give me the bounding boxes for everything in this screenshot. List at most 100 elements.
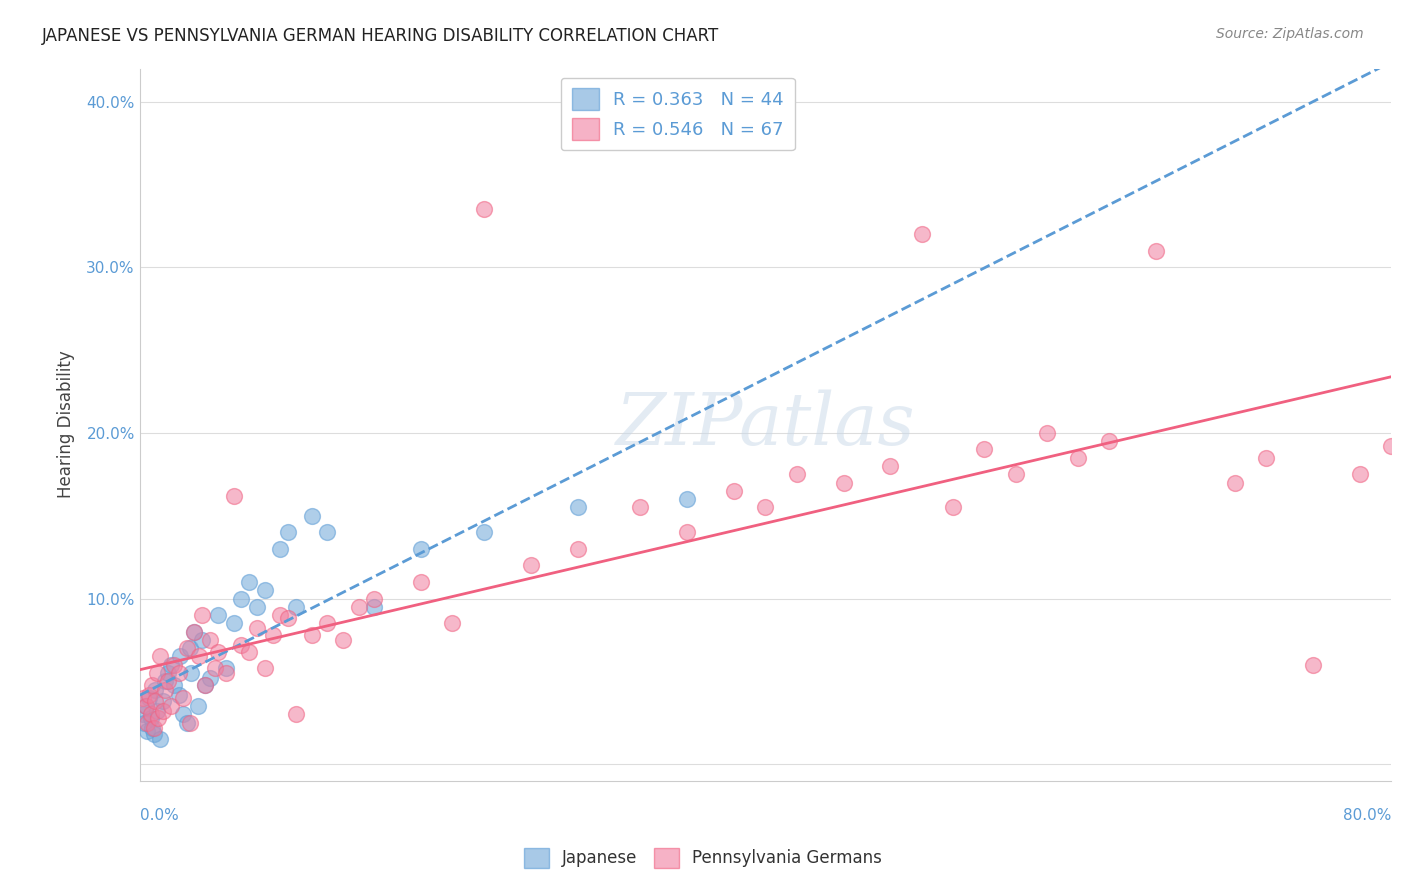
Y-axis label: Hearing Disability: Hearing Disability: [58, 351, 75, 499]
Point: [269, 541, 291, 556]
Point: [198, 632, 221, 647]
Point: [188, 649, 211, 664]
Point: [332, 632, 354, 647]
Point: [132, 690, 155, 705]
Point: [472, 525, 495, 540]
Point: [1254, 450, 1277, 465]
Point: [285, 599, 308, 614]
Point: [567, 541, 589, 556]
Point: [176, 715, 198, 730]
Point: [156, 666, 179, 681]
Point: [222, 489, 245, 503]
Point: [186, 699, 208, 714]
Point: [754, 500, 776, 515]
Point: [363, 599, 385, 614]
Point: [153, 682, 176, 697]
Point: [723, 483, 745, 498]
Point: [176, 641, 198, 656]
Point: [316, 525, 339, 540]
Point: [262, 628, 284, 642]
Point: [198, 671, 221, 685]
Point: [1036, 425, 1059, 440]
Point: [148, 711, 170, 725]
Point: [411, 574, 433, 589]
Point: [138, 688, 160, 702]
Point: [135, 699, 157, 714]
Point: [143, 694, 166, 708]
Point: [269, 608, 291, 623]
Point: [277, 611, 299, 625]
Point: [134, 715, 156, 730]
Point: [207, 608, 229, 623]
Point: [179, 715, 201, 730]
Point: [183, 624, 205, 639]
Point: [163, 678, 186, 692]
Point: [231, 591, 253, 606]
Point: [1302, 657, 1324, 672]
Point: [363, 591, 385, 606]
Point: [676, 492, 699, 507]
Point: [142, 727, 165, 741]
Point: [231, 638, 253, 652]
Point: [141, 678, 163, 692]
Point: [973, 442, 995, 457]
Point: [142, 721, 165, 735]
Point: [139, 707, 162, 722]
Point: [194, 678, 217, 692]
Point: [285, 707, 308, 722]
Point: [194, 678, 217, 692]
Point: [1144, 244, 1167, 258]
Point: [136, 724, 159, 739]
Point: [832, 475, 855, 490]
Point: [180, 666, 202, 681]
Point: [301, 628, 323, 642]
Point: [163, 657, 186, 672]
Point: [222, 616, 245, 631]
Point: [1067, 450, 1090, 465]
Point: [160, 699, 183, 714]
Point: [143, 682, 166, 697]
Point: [519, 558, 541, 573]
Point: [167, 688, 190, 702]
Text: 0.0%: 0.0%: [139, 808, 179, 823]
Point: [879, 458, 901, 473]
Point: [1379, 439, 1402, 453]
Point: [169, 649, 191, 664]
Point: [246, 599, 269, 614]
Point: [167, 666, 190, 681]
Point: [132, 707, 155, 722]
Point: [146, 666, 169, 681]
Point: [1223, 475, 1246, 490]
Point: [567, 500, 589, 515]
Point: [207, 644, 229, 658]
Text: Source: ZipAtlas.com: Source: ZipAtlas.com: [1216, 27, 1364, 41]
Point: [911, 227, 934, 241]
Point: [472, 202, 495, 217]
Point: [152, 694, 174, 708]
Text: ZIPatlas: ZIPatlas: [616, 389, 915, 460]
Point: [1348, 467, 1371, 482]
Point: [301, 508, 323, 523]
Legend: R = 0.363   N = 44, R = 0.546   N = 67: R = 0.363 N = 44, R = 0.546 N = 67: [561, 78, 794, 151]
Point: [146, 704, 169, 718]
Point: [172, 690, 194, 705]
Point: [215, 666, 238, 681]
Point: [253, 661, 276, 675]
Point: [152, 704, 174, 718]
Point: [215, 661, 238, 675]
Point: [139, 711, 162, 725]
Point: [277, 525, 299, 540]
Point: [135, 699, 157, 714]
Point: [347, 599, 370, 614]
Point: [1004, 467, 1026, 482]
Point: [149, 649, 172, 664]
Point: [183, 624, 205, 639]
Point: [141, 721, 163, 735]
Point: [149, 732, 172, 747]
Point: [676, 525, 699, 540]
Point: [138, 690, 160, 705]
Point: [441, 616, 464, 631]
Point: [253, 583, 276, 598]
Point: [942, 500, 965, 515]
Text: 80.0%: 80.0%: [1343, 808, 1391, 823]
